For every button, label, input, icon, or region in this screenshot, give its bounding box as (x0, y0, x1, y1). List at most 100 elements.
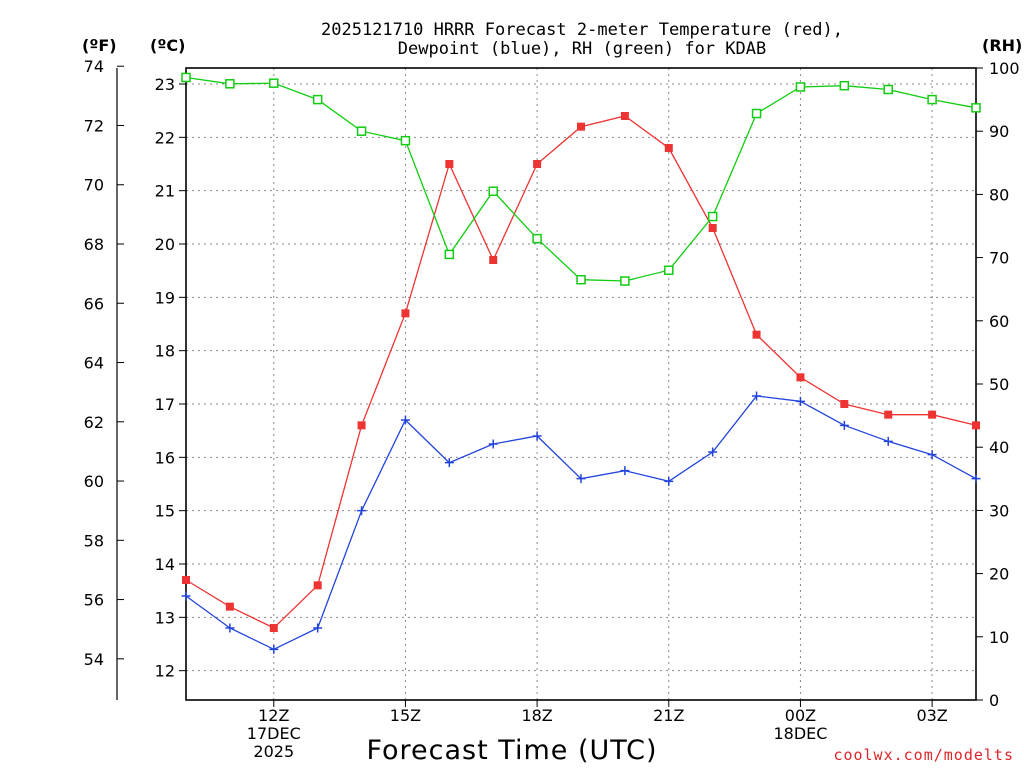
fahrenheit-unit-label: (ºF) (82, 36, 117, 55)
rh-tick-label: 20 (989, 565, 1009, 584)
time-tick-label: 18DEC (773, 724, 827, 743)
rh-point (225, 79, 235, 89)
dewpoint-point (313, 623, 323, 633)
fahrenheit-tick-label: 64 (84, 354, 104, 373)
rh-point (664, 265, 674, 275)
rh-point (795, 82, 806, 92)
rh-point (356, 126, 367, 136)
rh-point (576, 274, 586, 285)
dewpoint-point (400, 415, 410, 425)
fahrenheit-ticks: 54 56 58 60 62 64 66 68 70 72 74 (84, 57, 124, 669)
temperature-point (577, 122, 585, 131)
temperature-point (533, 160, 542, 168)
temperature-point (357, 421, 366, 430)
celsius-tick-label: 20 (155, 235, 175, 254)
rh-point (400, 135, 411, 146)
dewpoint-point (795, 396, 805, 406)
dewpoint-point (839, 420, 849, 430)
temperature-point (752, 330, 761, 339)
plot-frame (185, 67, 977, 701)
temperature-point (620, 112, 629, 120)
axes (116, 67, 977, 701)
dewpoint-line (185, 395, 977, 651)
grid (186, 68, 976, 700)
rh-tick-label: 40 (989, 438, 1009, 457)
series-layer (181, 72, 981, 654)
dewpoint-point (488, 439, 498, 449)
credit-link[interactable]: coolwx.com/modelts (833, 746, 1014, 764)
dewpoint-series (181, 391, 981, 654)
rh-line (185, 76, 977, 282)
chart-title-line2: Dewpoint (blue), RH (green) for KDAB (398, 39, 766, 59)
temperature-point (664, 144, 673, 152)
rh-tick-label: 10 (989, 628, 1009, 647)
dewpoint-point (576, 474, 586, 484)
fahrenheit-tick-label: 66 (84, 294, 104, 313)
rh-ticks: 0 10 20 30 40 50 60 70 80 90 100 (976, 59, 1020, 710)
time-tick-label: 18Z (521, 706, 552, 725)
dewpoint-point (927, 450, 937, 460)
dewpoint-point (181, 591, 191, 601)
rh-tick-label: 80 (989, 185, 1009, 204)
temperature-point (972, 421, 980, 430)
temperature-point (796, 373, 805, 382)
rh-tick-label: 90 (989, 122, 1009, 141)
celsius-tick-label: 23 (155, 75, 175, 94)
temperature-point (884, 410, 893, 419)
fahrenheit-tick-label: 68 (84, 235, 104, 254)
celsius-unit-label: (ºC) (150, 36, 185, 55)
rh-point (927, 94, 937, 105)
time-tick-label: 2025 (253, 742, 294, 761)
rh-point (883, 84, 893, 95)
celsius-tick-label: 19 (155, 288, 175, 307)
rh-point (532, 233, 542, 244)
time-tick-label: 12Z (258, 706, 289, 725)
rh-tick-label: 100 (989, 59, 1020, 78)
fahrenheit-tick-label: 60 (84, 472, 104, 491)
fahrenheit-tick-label: 70 (84, 176, 104, 195)
celsius-tick-label: 22 (155, 128, 175, 147)
celsius-tick-label: 13 (155, 608, 175, 627)
chart-title-line1: 2025121710 HRRR Forecast 2-meter Tempera… (321, 20, 843, 40)
rh-tick-label: 0 (989, 691, 999, 710)
fahrenheit-tick-label: 62 (84, 413, 104, 432)
rh-point (181, 72, 191, 83)
fahrenheit-tick-label: 54 (84, 650, 104, 669)
x-axis-title: Forecast Time (UTC) (366, 735, 657, 766)
dewpoint-point (225, 623, 235, 633)
temperature-point (489, 256, 498, 264)
celsius-tick-label: 21 (155, 182, 175, 201)
dewpoint-point (971, 474, 981, 484)
time-tick-label: 21Z (653, 706, 684, 725)
fahrenheit-tick-label: 74 (84, 57, 104, 76)
time-tick-label: 15Z (390, 706, 421, 725)
rh-point (488, 186, 498, 196)
dewpoint-point (752, 391, 762, 401)
temperature-point (225, 602, 234, 611)
temperature-point (269, 624, 278, 632)
celsius-tick-label: 18 (155, 342, 175, 361)
temperature-point (182, 576, 190, 584)
temperature-point (708, 224, 717, 232)
rh-series (181, 72, 981, 286)
celsius-tick-label: 17 (155, 395, 175, 414)
celsius-ticks: 12 13 14 15 16 17 18 19 20 21 22 23 (155, 75, 186, 681)
celsius-tick-label: 16 (155, 448, 175, 467)
rh-point (312, 94, 323, 105)
dewpoint-point (708, 447, 718, 457)
rh-point (839, 80, 850, 91)
rh-point (444, 249, 455, 260)
celsius-tick-label: 12 (155, 662, 175, 681)
dewpoint-point (883, 436, 893, 446)
time-tick-label: 03Z (916, 706, 947, 725)
dewpoint-point (664, 476, 674, 486)
rh-point (707, 211, 718, 222)
celsius-tick-label: 15 (155, 502, 175, 521)
dewpoint-point (620, 466, 630, 476)
temperature-point (840, 400, 849, 408)
time-tick-label: 00Z (785, 706, 816, 725)
temperature-line (185, 115, 977, 629)
rh-unit-label: (RH) (982, 36, 1022, 55)
